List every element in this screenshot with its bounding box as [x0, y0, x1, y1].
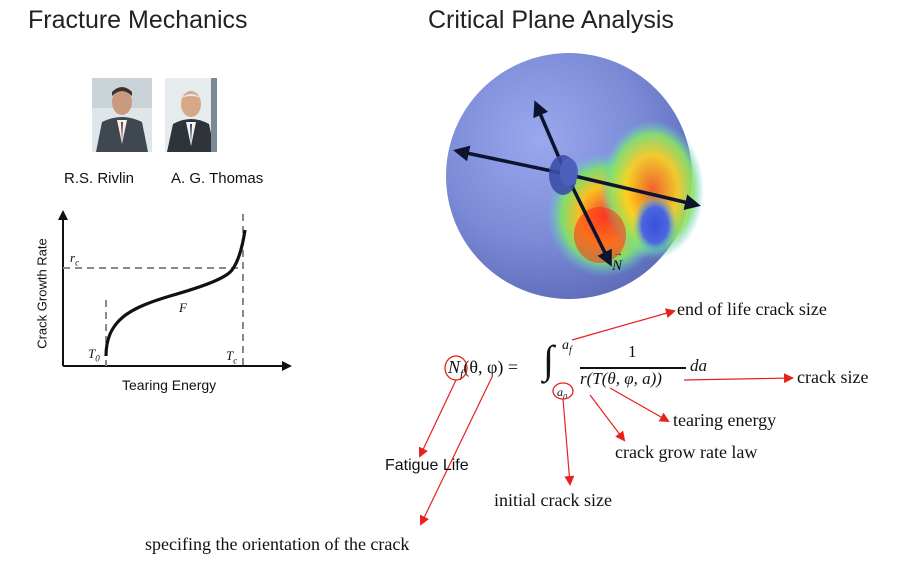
curve-label: F [179, 300, 187, 315]
arrow-initial-crack-size [562, 398, 575, 486]
integral-sign: ∫ [543, 337, 554, 382]
numerator: 1 [628, 342, 637, 361]
vector-right [565, 172, 701, 211]
differential: da [690, 356, 707, 375]
rivlin-photo [92, 78, 152, 152]
label-tearing-energy: tearing energy [673, 410, 777, 430]
lower-limit: a0 [557, 385, 567, 402]
arrow-orientation [419, 376, 493, 526]
vector-left [453, 145, 567, 176]
fatigue-life-symbol: N [448, 357, 461, 377]
fraction-bar [580, 367, 686, 369]
label-crack-grow-rate-law: crack grow rate law [615, 442, 758, 462]
x-axis-label: Tearing Energy [122, 377, 217, 393]
rc-label: rc [70, 250, 80, 268]
arrow-grow-rate-law [589, 394, 626, 442]
label-orientation: specifing the orientation of the crack [145, 534, 410, 554]
label-crack-size: crack size [797, 367, 869, 387]
label-initial-crack-size: initial crack size [494, 490, 612, 510]
vector-up [533, 100, 568, 175]
y-axis-label: Crack Growth Rate [34, 238, 50, 349]
thomas-photo [165, 78, 217, 152]
label-fatigue-life: Fatigue Life [385, 457, 469, 474]
right-title: Critical Plane Analysis [428, 6, 674, 34]
t0-label: T0 [88, 346, 100, 364]
rivlin-caption: R.S. Rivlin [64, 170, 135, 187]
damage-heatmap [547, 120, 704, 277]
crack-growth-curve [104, 229, 247, 357]
normal-vector-label: N → [612, 248, 623, 274]
arrow-fatigue-life [418, 379, 457, 458]
sphere-body [446, 53, 692, 299]
tc-label: Tc [226, 348, 238, 366]
arrow-end-of-life [571, 308, 676, 341]
denominator: r(T(θ, φ, a)) [580, 369, 662, 388]
vector-normal [564, 173, 612, 267]
thomas-caption: A. G. Thomas [171, 170, 264, 187]
arrow-crack-size [683, 373, 794, 384]
label-end-of-life: end of life crack size [677, 299, 827, 319]
arrow-tearing-energy [609, 387, 670, 422]
left-title: Fracture Mechanics [28, 6, 248, 34]
upper-limit: af [562, 338, 572, 356]
equation-lhs: Nf(θ, φ) = [448, 357, 519, 381]
plane-disc [549, 155, 577, 195]
